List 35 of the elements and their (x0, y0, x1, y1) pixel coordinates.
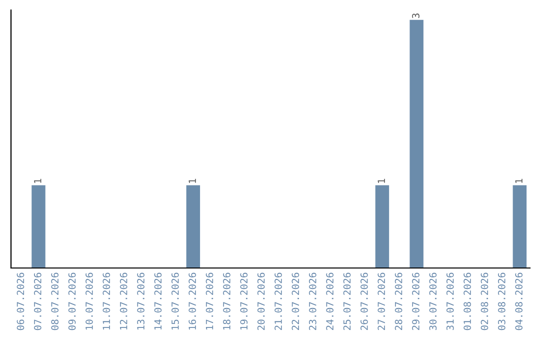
x-tick-label: 03.08.2026 (498, 272, 506, 330)
x-tick-label: 07.07.2026 (34, 272, 42, 330)
x-tick-label: 09.07.2026 (68, 272, 76, 330)
x-tick-label: 20.07.2026 (257, 272, 265, 330)
x-tick-label: 28.07.2026 (394, 272, 402, 330)
x-tick-label: 19.07.2026 (240, 272, 248, 330)
x-tick-label: 11.07.2026 (102, 272, 110, 330)
x-tick-label: 31.07.2026 (446, 272, 454, 330)
x-tick-label: 24.07.2026 (326, 272, 334, 330)
x-tick-label: 13.07.2026 (137, 272, 144, 330)
x-tick-label: 10.07.2026 (86, 272, 93, 330)
data-label: 1 (188, 178, 196, 183)
x-tick-label: 08.07.2026 (51, 272, 59, 330)
x-tick-label: 01.08.2026 (464, 272, 471, 330)
x-tick-label: 27.07.2026 (378, 272, 386, 330)
x-tick-label: 17.07.2026 (206, 272, 214, 330)
x-tick-label: 25.07.2026 (343, 272, 351, 330)
x-tick-label: 30.07.2026 (429, 272, 437, 330)
x-tick-label: 23.07.2026 (308, 272, 316, 330)
x-tick-label: 21.07.2026 (274, 272, 282, 330)
x-tick-label: 12.07.2026 (120, 272, 128, 330)
data-label: 3 (412, 14, 420, 18)
x-tick-label: 04.08.2026 (515, 272, 523, 330)
data-label: 1 (515, 178, 522, 183)
x-tick-label: 02.08.2026 (480, 272, 488, 330)
x-tick-label: 14.07.2026 (154, 272, 162, 330)
x-tick-label: 29.07.2026 (412, 272, 420, 330)
x-tick-label: 22.07.2026 (292, 272, 300, 330)
x-tick-label: 06.07.2026 (16, 272, 24, 330)
x-tick-label: 26.07.2026 (360, 272, 368, 330)
x-tick-label: 16.07.2026 (188, 272, 196, 330)
x-tick-label: 15.07.2026 (171, 272, 179, 330)
x-tick-label: 18.07.2026 (223, 272, 230, 330)
data-label: 1 (378, 178, 385, 183)
data-label: 1 (34, 178, 42, 183)
